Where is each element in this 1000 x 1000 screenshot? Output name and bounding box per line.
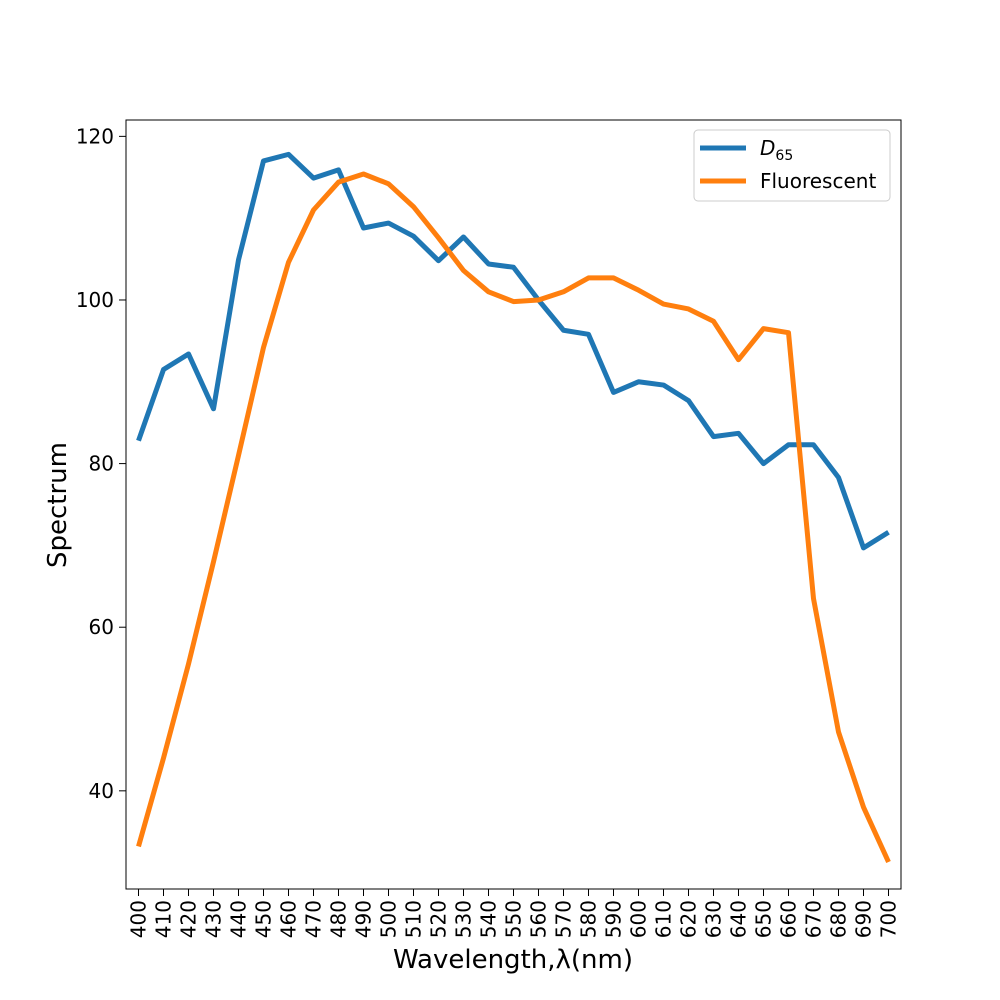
x-tick-label: 690 [852, 900, 876, 938]
x-tick-label: 400 [127, 900, 151, 938]
x-tick-label: 490 [352, 900, 376, 938]
y-tick-label: 120 [76, 124, 114, 148]
x-tick-label: 600 [627, 900, 651, 938]
x-tick-label: 630 [702, 900, 726, 938]
series-line-1 [136, 151, 890, 551]
x-tick-label: 530 [452, 900, 476, 938]
y-tick-label: 100 [76, 288, 114, 312]
y-axis-label: Spectrum [43, 442, 73, 568]
x-tick-label: 650 [752, 900, 776, 938]
series-line-2 [136, 171, 891, 864]
x-tick-label: 660 [777, 900, 801, 938]
y-axis: 40 60 80 100 120 [76, 124, 126, 803]
x-tick-label: 510 [402, 900, 426, 938]
x-tick-label: 640 [727, 900, 751, 938]
x-tick-label: 440 [227, 900, 251, 938]
x-tick-label: 700 [877, 900, 901, 938]
plot-area [126, 120, 901, 889]
y-tick-label: 40 [89, 779, 114, 803]
x-tick-label: 460 [277, 900, 301, 938]
x-tick-label: 500 [377, 900, 401, 938]
x-tick-label: 520 [427, 900, 451, 938]
series-layer [136, 151, 891, 864]
x-tick-label: 680 [827, 900, 851, 938]
x-axis: 400 410 420 430 440 450 460 470 480 490 500 510 520 5… [127, 889, 901, 938]
legend: D65 Fluorescent [693, 129, 891, 202]
y-tick-label: 80 [89, 452, 114, 476]
x-tick-label: 590 [602, 900, 626, 938]
x-tick-label: 550 [502, 900, 526, 938]
x-tick-label: 480 [327, 900, 351, 938]
x-tick-label: 620 [677, 900, 701, 938]
x-tick-label: 570 [552, 900, 576, 938]
x-tick-label: 560 [527, 900, 551, 938]
x-tick-label: 670 [802, 900, 826, 938]
x-tick-label: 420 [177, 900, 201, 938]
x-tick-label: 470 [302, 900, 326, 938]
x-tick-label: 410 [152, 900, 176, 938]
legend-label-2: Fluorescent [760, 169, 876, 193]
x-tick-label: 540 [477, 900, 501, 938]
y-tick-label: 60 [89, 615, 114, 639]
x-tick-label: 580 [577, 900, 601, 938]
x-tick-label: 430 [202, 900, 226, 938]
legend-label-1: D65 [760, 136, 793, 164]
x-axis-label: Wavelength,λ(nm) [393, 945, 633, 975]
x-tick-label: 610 [652, 900, 676, 938]
x-tick-label: 450 [252, 900, 276, 938]
